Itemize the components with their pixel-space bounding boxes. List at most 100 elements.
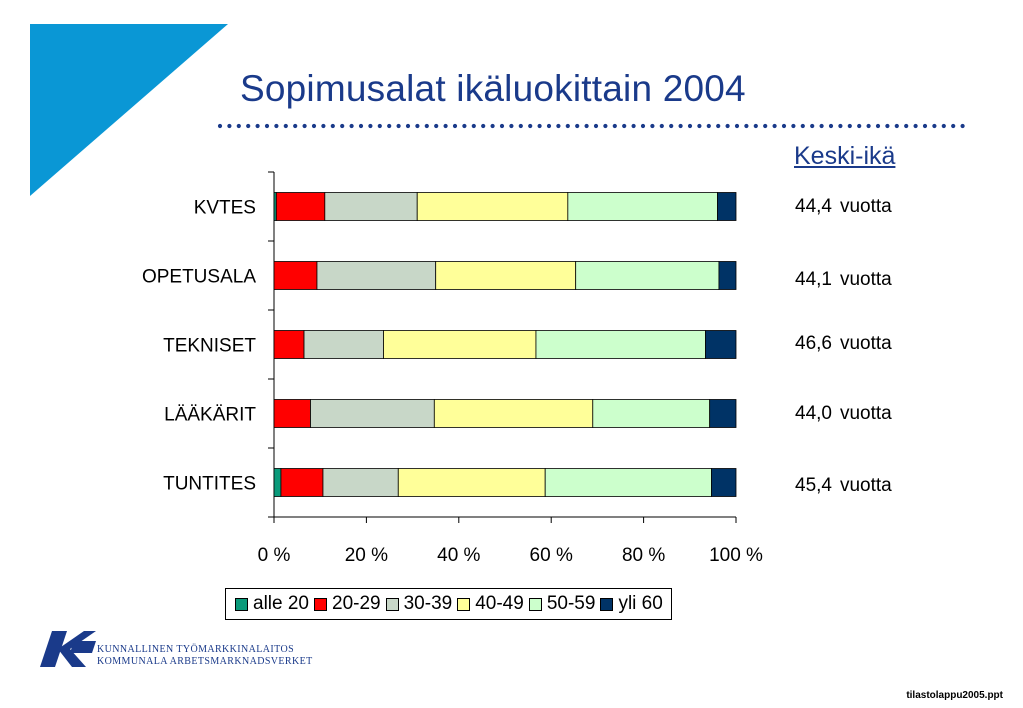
divider-dot: [725, 123, 730, 129]
divider-dot: [791, 123, 796, 129]
divider-dot: [434, 123, 439, 129]
logo-text-line2: KOMMUNALA ARBETSMARKNADSVERKET: [97, 656, 313, 667]
legend-swatch: [600, 597, 614, 611]
keski-ika-unit: vuotta: [839, 403, 892, 424]
bar-segment: [324, 192, 418, 221]
divider-dot: [800, 123, 805, 129]
legend-label: 40-49: [475, 593, 524, 614]
legend-label: 30-39: [403, 593, 453, 614]
logo-text-line1: KUNNALLINEN TYÖMARKKINALAITOS: [97, 644, 295, 655]
divider-dot: [697, 123, 702, 129]
logo-shape-right: [70, 641, 96, 653]
divider-dot: [922, 123, 928, 129]
divider-dot: [509, 123, 514, 129]
divider-dot: [518, 123, 523, 129]
keski-ika-tuntites: 45,4 vuotta: [795, 475, 892, 497]
keski-ika-kvtes: 44,4 vuotta: [795, 196, 892, 218]
bar-segment: [273, 468, 282, 497]
keski-ika-opetusala: 44,1 vuotta: [795, 269, 892, 291]
divider-dot: [274, 123, 279, 129]
corner-decoration: [30, 24, 228, 196]
divider-dot: [499, 123, 505, 129]
keski-ika-value: 44,4: [795, 196, 832, 217]
divider-dot: [875, 123, 881, 129]
divider-dot: [734, 123, 740, 129]
divider-dot: [960, 123, 965, 129]
slide-title: Sopimusalat ikäluokittain 2004: [240, 68, 746, 109]
divider-dot: [904, 123, 909, 129]
divider-dot: [377, 123, 382, 129]
bar-segment: [711, 468, 737, 497]
keski-ika-unit: vuotta: [839, 196, 892, 217]
divider-dot: [321, 123, 326, 129]
footer-filename: tilastolappu2005.ppt: [906, 690, 1003, 701]
divider-dot: [763, 123, 768, 129]
divider-dot: [744, 123, 749, 129]
bar-segment: [709, 399, 737, 428]
bar-segment: [275, 192, 326, 221]
legend-swatch: [528, 597, 542, 611]
divider-dot: [405, 123, 411, 129]
bar-segment: [316, 261, 437, 290]
divider-dot: [349, 123, 354, 129]
keski-ika-value: 46,6: [795, 333, 832, 354]
divider-dot: [772, 123, 777, 129]
divider-dot: [302, 123, 307, 129]
corner-triangle: [30, 24, 228, 196]
divider-dot: [443, 123, 448, 129]
keski-ika-value: 44,0: [795, 403, 832, 424]
keski-ika-unit: vuotta: [839, 333, 892, 354]
divider-dot: [340, 123, 345, 129]
divider-dot: [246, 123, 251, 129]
legend-label: alle 20: [253, 593, 309, 614]
divider-dot: [368, 123, 373, 129]
divider-dot: [452, 123, 458, 129]
divider-dot: [565, 123, 570, 129]
divider-dot: [528, 123, 533, 129]
legend-label: yli 60: [618, 593, 663, 614]
divider-dot: [264, 123, 270, 129]
x-tick-label: 80 %: [622, 545, 665, 566]
divider-dot: [631, 123, 636, 129]
bar-segment: [273, 330, 305, 359]
divider-dot: [669, 123, 674, 129]
dotted-divider: [217, 123, 965, 129]
logo-shape-mid: [58, 631, 96, 667]
divider-dot: [293, 123, 298, 129]
keski-ika-unit: vuotta: [839, 269, 892, 290]
divider-dot: [828, 123, 834, 129]
divider-dot: [537, 123, 542, 129]
divider-dot: [603, 123, 608, 129]
bar-segment: [273, 261, 318, 290]
bar-segment: [416, 192, 569, 221]
bar-segment: [592, 399, 711, 428]
category-label: LÄÄKÄRIT: [164, 405, 256, 426]
divider-dot: [753, 123, 758, 129]
x-tick-label: 60 %: [530, 545, 573, 566]
bar-segment: [383, 330, 537, 359]
divider-dot: [622, 123, 627, 129]
divider-dot: [255, 123, 260, 129]
bar-segment: [535, 330, 706, 359]
legend-item: 30-39: [385, 593, 453, 615]
divider-dot: [396, 123, 401, 129]
bar-segment: [544, 468, 712, 497]
divider-dot: [885, 123, 890, 129]
keski-ika-value: 45,4: [795, 475, 832, 496]
divider-dot: [612, 123, 617, 129]
divider-dot: [584, 123, 589, 129]
divider-dot: [593, 123, 599, 129]
divider-dot: [415, 123, 420, 129]
divider-dot: [810, 123, 815, 129]
divider-dot: [236, 123, 241, 129]
divider-dot: [838, 123, 843, 129]
divider-dot: [941, 123, 946, 129]
x-tick-label: 40 %: [437, 545, 480, 566]
bar-segment: [310, 399, 435, 428]
bar-segment: [567, 192, 718, 221]
bar-segment: [705, 330, 737, 359]
divider-dot: [490, 123, 495, 129]
kt-logo-icon: [40, 631, 96, 667]
x-tick-label: 20 %: [345, 545, 388, 566]
